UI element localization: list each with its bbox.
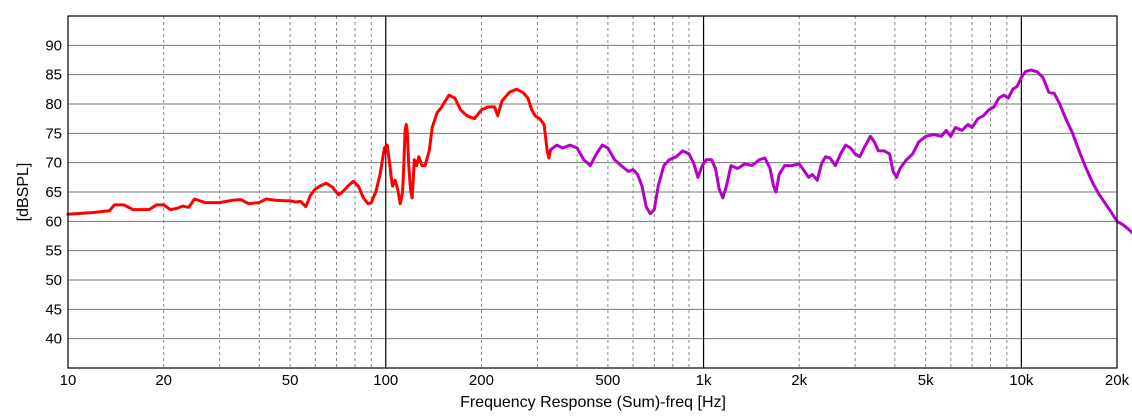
- y-tick-label: 85: [45, 67, 62, 84]
- series-line-2: [549, 68, 1132, 235]
- y-tick-label: 75: [45, 125, 62, 142]
- x-tick-label: 20: [155, 372, 172, 389]
- y-axis-title: [dBSPL]: [15, 163, 32, 222]
- tick-layer: 10 20 50 100 200 500 1k 2k 5k 10k 20k 40 45 50 55 60 65 7…: [45, 37, 1129, 389]
- x-tick-label: 100: [373, 372, 398, 389]
- series-line-1: [66, 87, 553, 216]
- x-tick-label: 1k: [696, 372, 712, 389]
- y-tick-label: 60: [45, 213, 62, 230]
- y-tick-label: 55: [45, 243, 62, 260]
- series-layer: [66, 68, 1132, 235]
- y-tick-label: 70: [45, 155, 62, 172]
- y-tick-label: 80: [45, 96, 62, 113]
- plot-frame: [67, 15, 1118, 369]
- x-tick-label: 5k: [918, 372, 934, 389]
- y-tick-label: 40: [45, 331, 62, 348]
- x-tick-label: 20k: [1105, 372, 1130, 389]
- y-tick-label: 90: [45, 37, 62, 54]
- y-tick-label: 50: [45, 272, 62, 289]
- y-tick-label: 45: [45, 301, 62, 318]
- x-tick-label: 50: [282, 372, 299, 389]
- x-tick-label: 500: [595, 372, 620, 389]
- x-tick-label: 10: [60, 372, 77, 389]
- y-tick-label: 65: [45, 184, 62, 201]
- x-tick-label: 10k: [1009, 372, 1034, 389]
- grid-layer: [68, 16, 1117, 368]
- x-axis-title: Frequency Response (Sum)-freq [Hz]: [460, 394, 726, 411]
- x-tick-label: 200: [469, 372, 494, 389]
- x-tick-label: 2k: [791, 372, 807, 389]
